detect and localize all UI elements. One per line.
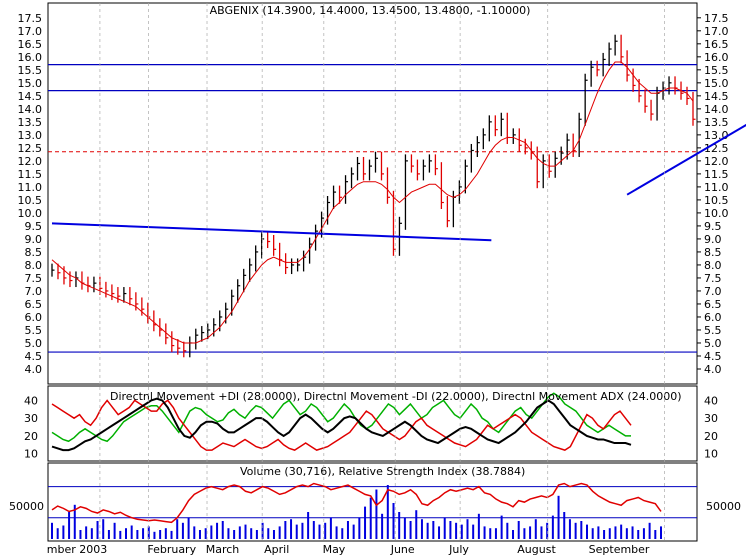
price-tick-label-right: 14.0 bbox=[704, 103, 729, 116]
price-panel: 4.0 4.04.5 4.55.0 5.05.5 5.56.0 6.06.5 6.57.0 7… bbox=[18, 2, 746, 385]
dmi-tick-label-left: 40 bbox=[24, 394, 38, 407]
dmi-tick-label-right: 30 bbox=[704, 412, 718, 425]
price-tick-label-left: 5.0 bbox=[25, 337, 43, 350]
price-tick-label-right: 16.5 bbox=[704, 38, 729, 51]
price-tick-label-right: 4.5 bbox=[704, 350, 722, 363]
trendline bbox=[626, 123, 746, 196]
price-tick-label-right: 5.5 bbox=[704, 324, 722, 337]
dmi-panel-title: Directnl Movement +DI (28.0000), Directn… bbox=[110, 390, 682, 403]
x-axis-label: February bbox=[147, 543, 196, 555]
x-axis-label: March bbox=[206, 543, 240, 555]
price-tick-label-left: 10.0 bbox=[18, 207, 43, 220]
x-axis-label: mber 2003 bbox=[47, 543, 107, 555]
x-axis-label: September bbox=[589, 543, 650, 555]
price-tick-label-left: 11.5 bbox=[18, 168, 43, 181]
price-tick-label-right: 5.0 bbox=[704, 337, 722, 350]
price-tick-label-left: 9.0 bbox=[25, 233, 43, 246]
price-tick-label-right: 17.5 bbox=[704, 12, 729, 25]
price-tick-label-right: 7.0 bbox=[704, 285, 722, 298]
price-tick-label-left: 17.5 bbox=[18, 12, 43, 25]
price-tick-label-left: 17.0 bbox=[18, 25, 43, 38]
price-panel-title: ABGENIX (14.3900, 14.4000, 13.4500, 13.4… bbox=[210, 4, 531, 17]
price-tick-label-right: 9.5 bbox=[704, 220, 722, 233]
panel-frame bbox=[47, 385, 698, 462]
price-tick-label-right: 10.5 bbox=[704, 194, 729, 207]
price-tick-label-right: 4.0 bbox=[704, 363, 722, 376]
x-axis-label: June bbox=[390, 543, 415, 555]
price-tick-label-left: 15.5 bbox=[18, 64, 43, 77]
price-tick-label-right: 14.5 bbox=[704, 90, 729, 103]
price-tick-label-left: 12.5 bbox=[18, 142, 43, 155]
rsi-line bbox=[51, 482, 662, 524]
volume-tick-label-right: 50000 bbox=[706, 500, 741, 513]
panel-frame bbox=[47, 2, 698, 385]
price-tick-label-right: 11.0 bbox=[704, 181, 729, 194]
price-tick-label-left: 15.0 bbox=[18, 77, 43, 90]
price-tick-label-left: 7.5 bbox=[25, 272, 43, 285]
price-tick-label-left: 14.0 bbox=[18, 103, 43, 116]
price-tick-label-right: 17.0 bbox=[704, 25, 729, 38]
price-tick-label-left: 6.0 bbox=[25, 311, 43, 324]
dmi-tick-label-left: 30 bbox=[24, 412, 38, 425]
x-axis-label: July bbox=[448, 543, 469, 555]
price-tick-label-left: 10.5 bbox=[18, 194, 43, 207]
dmi-tick-label-right: 10 bbox=[704, 448, 718, 461]
x-axis-label: April bbox=[264, 543, 289, 555]
price-tick-label-right: 16.0 bbox=[704, 51, 729, 64]
dmi-series-line bbox=[51, 399, 632, 451]
price-tick-label-left: 12.0 bbox=[18, 155, 43, 168]
price-tick-label-left: 11.0 bbox=[18, 181, 43, 194]
price-tick-label-right: 7.5 bbox=[704, 272, 722, 285]
price-tick-label-left: 7.0 bbox=[25, 285, 43, 298]
volume-rsi-panel: 50000 50000 bbox=[9, 462, 741, 542]
x-axis: mber 2003 February March April May June July Au… bbox=[47, 543, 650, 555]
panel-frame bbox=[47, 462, 698, 542]
price-tick-label-left: 6.5 bbox=[25, 298, 43, 311]
price-tick-label-left: 8.0 bbox=[25, 259, 43, 272]
price-tick-label-left: 14.5 bbox=[18, 90, 43, 103]
dmi-tick-label-right: 40 bbox=[704, 394, 718, 407]
moving-average-line bbox=[51, 61, 694, 344]
price-tick-label-left: 13.0 bbox=[18, 129, 43, 142]
price-tick-label-right: 13.5 bbox=[704, 116, 729, 129]
price-tick-label-right: 8.5 bbox=[704, 246, 722, 259]
price-tick-label-right: 6.0 bbox=[704, 311, 722, 324]
volume-tick-label-left: 50000 bbox=[9, 500, 44, 513]
month-gridlines bbox=[99, 3, 665, 541]
price-tick-label-right: 6.5 bbox=[704, 298, 722, 311]
price-tick-label-right: 15.0 bbox=[704, 77, 729, 90]
price-tick-label-left: 4.5 bbox=[25, 350, 43, 363]
price-tick-label-left: 5.5 bbox=[25, 324, 43, 337]
price-tick-label-left: 16.0 bbox=[18, 51, 43, 64]
x-axis-label: August bbox=[517, 543, 556, 555]
dmi-series-line bbox=[51, 397, 632, 452]
price-tick-label-left: 9.5 bbox=[25, 220, 43, 233]
dmi-tick-label-left: 10 bbox=[24, 448, 38, 461]
price-tick-label-right: 15.5 bbox=[704, 64, 729, 77]
price-tick-label-left: 4.0 bbox=[25, 363, 43, 376]
trendline bbox=[51, 222, 492, 242]
price-tick-label-right: 11.5 bbox=[704, 168, 729, 181]
price-tick-label-right: 13.0 bbox=[704, 129, 729, 142]
price-tick-label-right: 10.0 bbox=[704, 207, 729, 220]
price-tick-label-right: 8.0 bbox=[704, 259, 722, 272]
price-tick-label-right: 12.0 bbox=[704, 155, 729, 168]
volume-panel-title: Volume (30,716), Relative Strength Index… bbox=[240, 465, 525, 478]
price-tick-label-left: 8.5 bbox=[25, 246, 43, 259]
price-tick-label-left: 16.5 bbox=[18, 38, 43, 51]
dmi-tick-label-left: 20 bbox=[24, 430, 38, 443]
price-tick-label-left: 13.5 bbox=[18, 116, 43, 129]
price-tick-label-right: 9.0 bbox=[704, 233, 722, 246]
x-axis-label: May bbox=[323, 543, 346, 555]
dmi-tick-label-right: 20 bbox=[704, 430, 718, 443]
